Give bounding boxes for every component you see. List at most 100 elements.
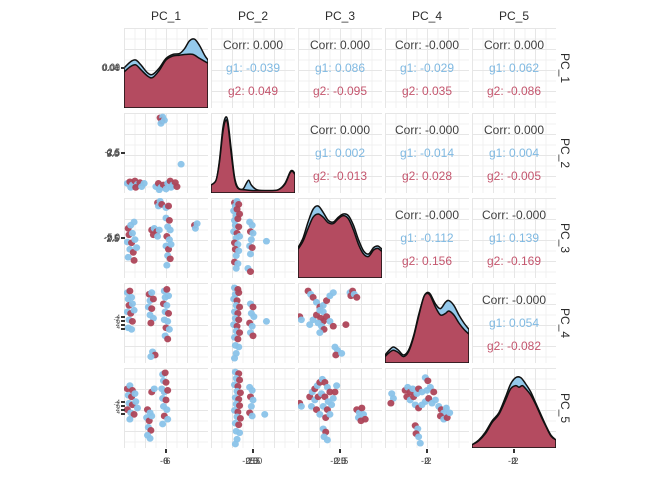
panel-diag-density-PC_1 bbox=[124, 28, 208, 108]
data-point-g2 bbox=[236, 329, 244, 336]
y-tick-label: 5.0 bbox=[106, 149, 119, 160]
panel-corr-PC_1-PC_5: Corr: 0.000 g1: 0.062 g2: -0.086 bbox=[472, 28, 556, 108]
data-point-g2 bbox=[130, 257, 138, 264]
panel-scatter-PC_4-vs-PC_3 bbox=[298, 283, 382, 363]
y-tick-label: 2.5 bbox=[106, 234, 119, 245]
corr-g2-text: g2: 0.156 bbox=[401, 254, 453, 268]
data-point-g2 bbox=[164, 387, 172, 394]
data-point-g2 bbox=[129, 249, 137, 256]
corr-g2-text: g2: 0.028 bbox=[401, 169, 453, 183]
data-point-g1 bbox=[309, 316, 317, 324]
x-axis-labels-col-3: -2.5 0.0 2.5 bbox=[310, 456, 370, 468]
data-point-g1 bbox=[163, 302, 171, 309]
data-point-g1 bbox=[246, 250, 255, 258]
data-point-g2 bbox=[236, 402, 244, 409]
y-tick-label: 0.04 bbox=[101, 62, 119, 73]
y-tick-label: 0.0 bbox=[106, 147, 119, 158]
x-tick-label: 2.5 bbox=[335, 456, 349, 466]
y-tick-label: 0.0 bbox=[107, 233, 120, 244]
x-axis-labels-col-4: -2 0 2 bbox=[397, 456, 457, 468]
x-tick-label: -2.5 bbox=[242, 456, 258, 466]
y-tick-label: -2 bbox=[113, 402, 119, 409]
data-point-g1 bbox=[312, 298, 321, 306]
data-point-g2 bbox=[361, 415, 369, 423]
data-point-g2 bbox=[161, 369, 169, 377]
data-point-g1 bbox=[250, 313, 258, 320]
data-point-g2 bbox=[234, 215, 242, 223]
scatter-plot-PC_3-vs-PC_1 bbox=[124, 198, 201, 269]
data-point-g1 bbox=[415, 433, 423, 441]
row-title-PC_5: PC_5 bbox=[558, 392, 572, 424]
corr-g1-text: g1: 0.139 bbox=[488, 231, 540, 245]
corr-g1-text: g1: -0.014 bbox=[399, 146, 455, 160]
y-tick-label: 0 bbox=[116, 319, 120, 326]
data-point-g2 bbox=[235, 223, 243, 231]
data-point-g1 bbox=[132, 398, 140, 405]
data-point-g1 bbox=[261, 411, 269, 418]
density-curve-g2 bbox=[385, 293, 469, 363]
data-point-g1 bbox=[249, 396, 257, 404]
column-title-PC_4: PC_4 bbox=[411, 9, 443, 23]
row-title-PC_1: PC_1 bbox=[558, 52, 572, 84]
data-point-g1 bbox=[126, 415, 134, 423]
data-point-g1 bbox=[128, 229, 136, 237]
y-axis-labels-row-2: -2.5 0.0 2.5 5.0 bbox=[68, 147, 120, 159]
x-axis-tick bbox=[339, 449, 341, 453]
data-point-g1 bbox=[167, 241, 175, 248]
panel-scatter-PC_5-vs-PC_3 bbox=[298, 368, 382, 448]
data-point-g1 bbox=[416, 439, 424, 447]
panel-diag-density-PC_4 bbox=[385, 283, 469, 363]
data-point-g1 bbox=[133, 244, 141, 251]
corr-value-text: Corr: 0.000 bbox=[309, 123, 371, 137]
panel-scatter-PC_4-vs-PC_1 bbox=[124, 283, 208, 363]
column-title-PC_1: PC_1 bbox=[150, 9, 182, 23]
y-axis-tick bbox=[121, 405, 125, 407]
data-point-g1 bbox=[155, 226, 163, 234]
data-point-g1 bbox=[133, 404, 141, 412]
corr-value-text: Corr: 0.000 bbox=[309, 38, 371, 52]
scatter-plot-PC_4-vs-PC_2 bbox=[230, 284, 270, 362]
data-point-g1 bbox=[247, 403, 255, 410]
data-point-g2 bbox=[332, 351, 340, 359]
x-tick-label: 2.5 bbox=[247, 456, 261, 466]
x-tick-label: -2 bbox=[507, 456, 517, 466]
data-point-g2 bbox=[236, 415, 244, 422]
data-point-g2 bbox=[235, 421, 243, 429]
corr-g1-text: g1: 0.062 bbox=[488, 61, 540, 75]
y-axis-tick bbox=[121, 328, 125, 330]
data-point-g2 bbox=[326, 388, 334, 396]
data-point-g1 bbox=[431, 396, 439, 404]
y-axis-labels-row-1: 0.00 0.04 0.08 bbox=[68, 62, 120, 74]
y-tick-label: 2 bbox=[115, 407, 119, 414]
data-point-g2 bbox=[234, 335, 242, 343]
data-point-g1 bbox=[236, 429, 244, 437]
y-axis-labels-row-3: -5.0 -2.5 0.0 2.5 bbox=[68, 232, 120, 244]
y-tick-label: 2.5 bbox=[107, 148, 120, 159]
data-point-g1 bbox=[326, 318, 334, 325]
x-tick-label: 2 bbox=[513, 456, 519, 466]
y-axis-tick bbox=[121, 152, 125, 154]
density-plot-PC_1 bbox=[124, 28, 208, 108]
data-point-g1 bbox=[329, 395, 337, 402]
data-point-g2 bbox=[147, 427, 155, 434]
x-axis-labels-col-1: -6 0 6 bbox=[136, 456, 196, 468]
data-point-g2 bbox=[166, 255, 174, 263]
y-tick-label: 2 bbox=[115, 322, 119, 329]
scatter-plot-PC_2-vs-PC_1 bbox=[124, 113, 185, 193]
data-point-g1 bbox=[329, 289, 337, 296]
data-point-g1 bbox=[155, 186, 163, 193]
data-point-g2 bbox=[162, 379, 170, 386]
data-point-g2 bbox=[235, 289, 243, 296]
data-point-g2 bbox=[312, 406, 321, 413]
scatter-plot-PC_4-vs-PC_1 bbox=[124, 286, 173, 360]
corr-value-text: Corr: -0.000 bbox=[394, 38, 460, 52]
panel-diag-density-PC_3 bbox=[298, 198, 382, 278]
density-curve-g2 bbox=[124, 54, 208, 108]
corr-g1-text: g1: 0.086 bbox=[314, 61, 366, 75]
x-tick-label: 0 bbox=[424, 456, 430, 466]
data-point-g1 bbox=[248, 412, 256, 420]
data-point-g1 bbox=[338, 350, 346, 357]
corr-g1-text: g1: -0.029 bbox=[399, 61, 455, 75]
corr-g2-text: g2: 0.049 bbox=[227, 84, 279, 98]
corr-g2-text: g2: 0.035 bbox=[401, 84, 453, 98]
